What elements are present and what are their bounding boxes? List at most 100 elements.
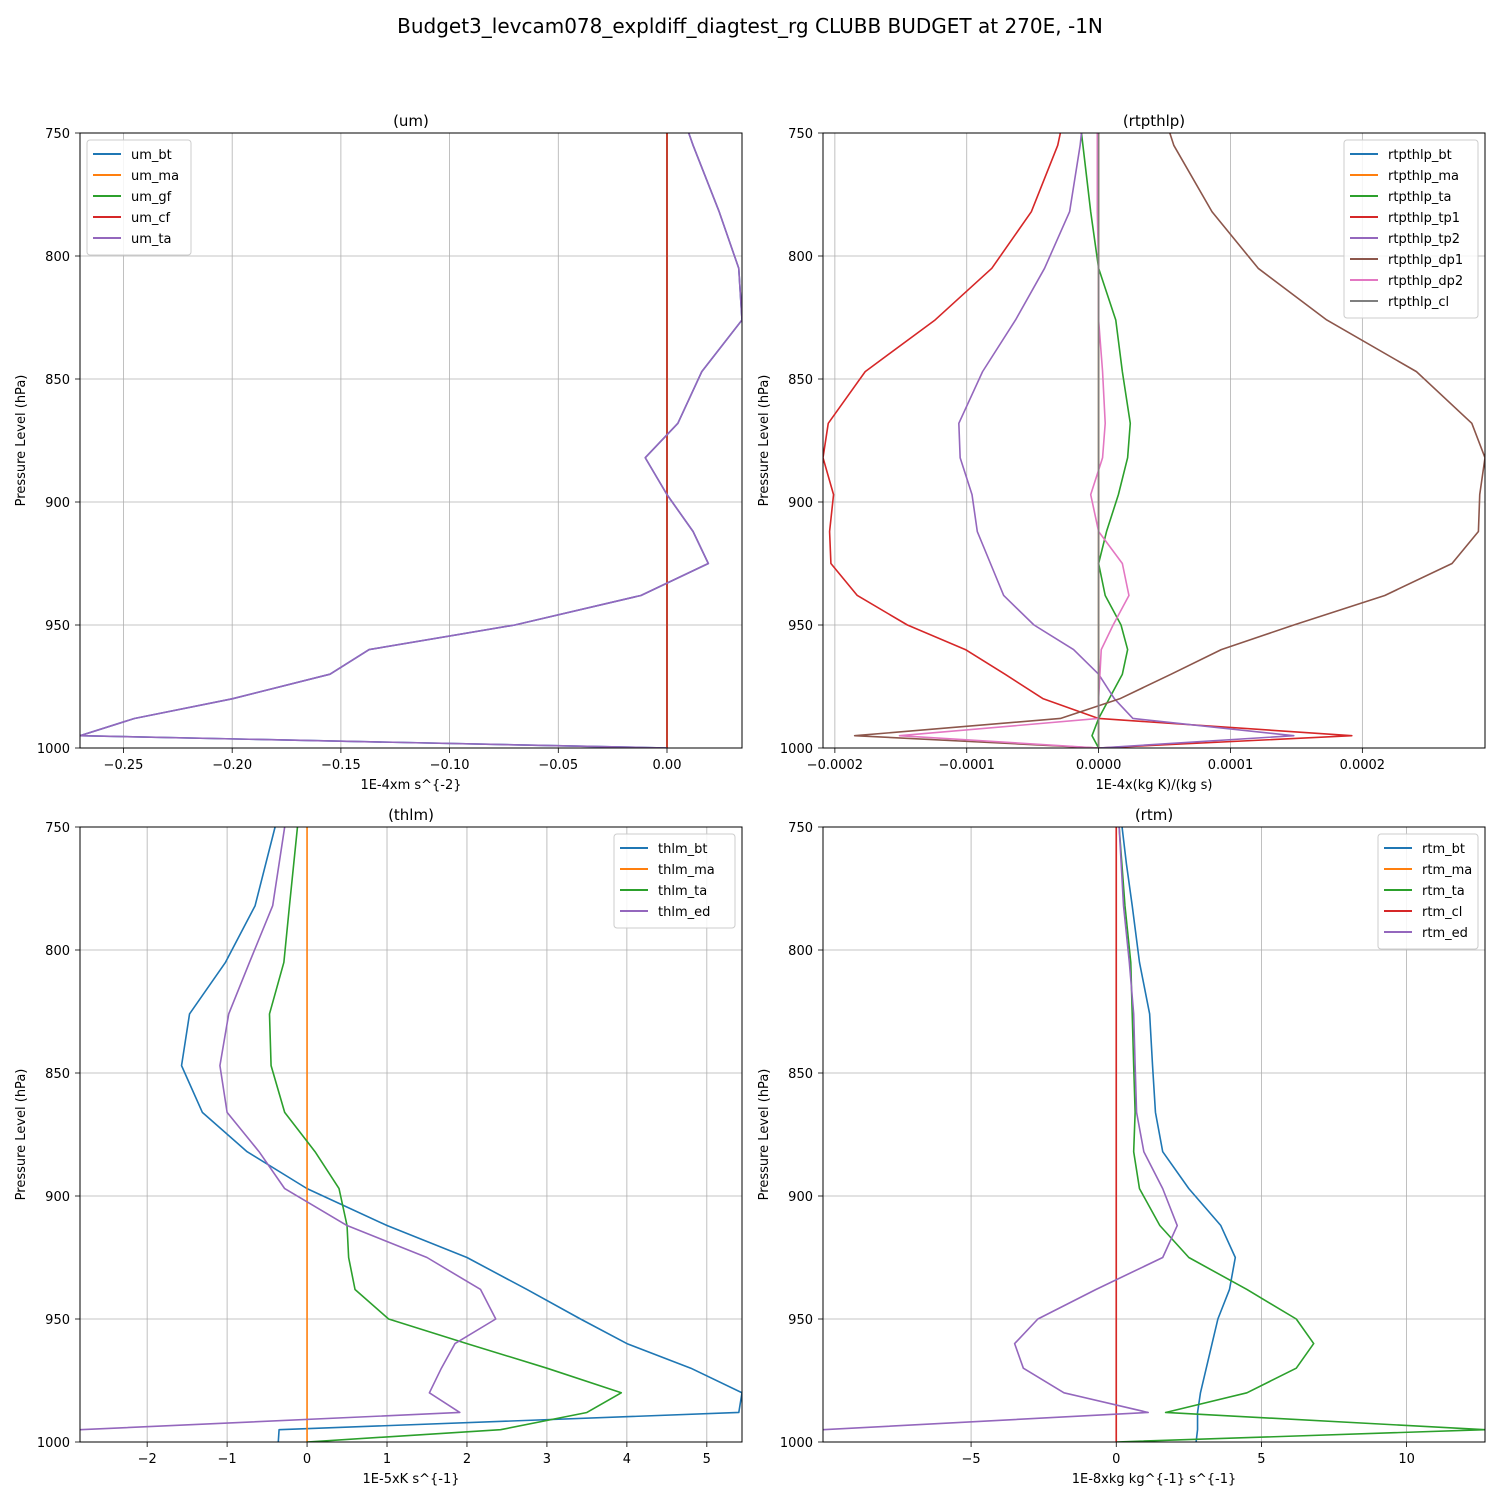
legend-label-rtpthlp_ta: rtpthlp_ta	[1388, 190, 1451, 205]
y-tick-label: 1000	[37, 742, 70, 757]
x-axis-label: 1E-5xK s^{-1}	[363, 1472, 460, 1487]
x-tick-label: 0	[1112, 1452, 1120, 1467]
legend-label-thlm_ta: thlm_ta	[658, 884, 707, 899]
legend-label-rtpthlp_bt: rtpthlp_bt	[1388, 148, 1452, 163]
panel-rtm: −5 0 5 10 750 800 850 900 950 1000 (rtm) 1E-8xkg kg…	[757, 806, 1486, 1487]
panel-um: −0.25 −0.20 −0.15 −0.10 −0.05 0.00 750 800 850 90…	[14, 112, 743, 793]
series-group	[80, 827, 742, 1442]
y-tick-label: 950	[45, 619, 70, 634]
x-tick-label: 3	[543, 1452, 551, 1467]
y-tick-label: 950	[788, 619, 813, 634]
legend-label-thlm_ma: thlm_ma	[658, 863, 715, 878]
series-line-thlm_bt	[180, 827, 742, 1442]
y-tick-label: 750	[45, 821, 70, 836]
y-tick-label: 750	[45, 127, 70, 142]
legend-label-um_ta: um_ta	[131, 232, 171, 247]
x-axis-label: 1E-4x(kg K)/(kg s)	[1096, 778, 1213, 793]
x-tick-label: −0.15	[321, 758, 361, 773]
series-line-rtm_bt	[1121, 827, 1237, 1442]
legend-label-rtpthlp_cl: rtpthlp_cl	[1388, 295, 1449, 310]
y-axis-label: Pressure Level (hPa)	[14, 375, 29, 507]
x-tick-label: 0.00	[653, 758, 682, 773]
y-tick-label: 1000	[37, 1436, 70, 1451]
y-tick-label: 850	[788, 373, 813, 388]
legend-box	[1343, 139, 1479, 319]
panel-title: (thlm)	[388, 806, 434, 824]
x-tick-label: −0.25	[104, 758, 144, 773]
x-tick-label: 0.0000	[1076, 758, 1122, 773]
x-tick-label: −5	[961, 1452, 980, 1467]
y-tick-label: 900	[45, 496, 70, 511]
axes-frame	[79, 132, 743, 749]
x-tick-label: 4	[623, 1452, 631, 1467]
y-tick-label: 1000	[780, 1436, 813, 1451]
y-axis-label: Pressure Level (hPa)	[757, 375, 772, 507]
legend-label-rtpthlp_tp2: rtpthlp_tp2	[1388, 232, 1460, 247]
legend-box	[86, 139, 192, 256]
y-tick-label: 1000	[780, 742, 813, 757]
y-tick-label: 850	[45, 373, 70, 388]
legend-label-rtm_cl: rtm_cl	[1422, 905, 1462, 920]
axes-frame	[822, 826, 1486, 1443]
panel-title: (rtpthlp)	[1123, 112, 1185, 130]
legend-label-um_cf: um_cf	[131, 211, 171, 226]
figure-title: Budget3_levcam078_expldiff_diagtest_rg C…	[397, 14, 1103, 38]
x-tick-label: 0.0002	[1340, 758, 1386, 773]
legend-label-thlm_bt: thlm_bt	[658, 842, 707, 857]
panel-thlm: −2 −1 0 1 2 3 4 5 750 800 850 900 950 1000 (thlm) 1E-5x…	[14, 806, 743, 1487]
legend: thlm_bt thlm_ma thlm_ta thlm_ed	[613, 833, 736, 929]
series-line-thlm_ta	[268, 827, 623, 1442]
legend-label-rtpthlp_tp1: rtpthlp_tp1	[1388, 211, 1460, 226]
panel-rtpthlp: −0.0002 −0.0001 0.0000 0.0001 0.0002 750 800 85…	[757, 112, 1486, 793]
plot-area	[823, 827, 1485, 1442]
x-tick-label: 10	[1398, 1452, 1415, 1467]
x-tick-label: −0.05	[538, 758, 578, 773]
y-tick-label: 800	[45, 250, 70, 265]
x-tick-label: −0.20	[212, 758, 252, 773]
x-tick-label: −0.10	[430, 758, 470, 773]
legend: um_bt um_ma um_gf um_cf um_ta	[86, 139, 192, 256]
y-tick-label: 950	[45, 1313, 70, 1328]
x-tick-label: 5	[703, 1452, 711, 1467]
x-tick-label: −1	[218, 1452, 237, 1467]
x-axis-label: 1E-8xkg kg^{-1} s^{-1}	[1072, 1472, 1237, 1487]
y-tick-label: 900	[788, 1190, 813, 1205]
legend-label-rtpthlp_dp2: rtpthlp_dp2	[1388, 274, 1463, 289]
series-line-rtm_ed	[823, 827, 1179, 1431]
legend-label-um_bt: um_bt	[131, 148, 172, 163]
legend-label-rtpthlp_dp1: rtpthlp_dp1	[1388, 253, 1463, 268]
series-group	[823, 827, 1485, 1442]
legend: rtpthlp_bt rtpthlp_ma rtpthlp_ta rtpthlp_tp…	[1343, 139, 1479, 319]
series-line-rtpthlp_tp1	[823, 133, 1353, 748]
x-tick-label: 5	[1257, 1452, 1265, 1467]
x-tick-label: −0.0001	[939, 758, 995, 773]
legend-label-um_ma: um_ma	[131, 169, 179, 184]
legend-label-um_gf: um_gf	[131, 190, 172, 205]
y-tick-label: 750	[788, 127, 813, 142]
x-tick-label: 2	[463, 1452, 471, 1467]
y-tick-label: 900	[788, 496, 813, 511]
series-group	[80, 133, 742, 748]
y-tick-label: 800	[788, 250, 813, 265]
x-tick-label: −2	[138, 1452, 157, 1467]
legend-label-rtm_ed: rtm_ed	[1422, 926, 1468, 941]
series-line-rtm_ta	[1116, 827, 1485, 1442]
x-tick-label: −0.0002	[807, 758, 863, 773]
y-tick-label: 950	[788, 1313, 813, 1328]
legend-label-rtm_ta: rtm_ta	[1422, 884, 1465, 899]
legend-box	[613, 833, 736, 929]
plot-area	[80, 827, 742, 1442]
panel-title: (rtm)	[1135, 806, 1173, 824]
y-tick-label: 750	[788, 821, 813, 836]
axes-frame	[79, 826, 743, 1443]
y-tick-label: 900	[45, 1190, 70, 1205]
legend-box	[1377, 833, 1479, 950]
y-tick-label: 800	[788, 944, 813, 959]
y-tick-label: 850	[45, 1067, 70, 1082]
legend-label-rtm_ma: rtm_ma	[1422, 863, 1472, 878]
x-tick-label: 0	[303, 1452, 311, 1467]
x-tick-label: 0.0001	[1208, 758, 1254, 773]
series-line-um_ta	[80, 133, 742, 748]
y-axis-label: Pressure Level (hPa)	[757, 1069, 772, 1201]
